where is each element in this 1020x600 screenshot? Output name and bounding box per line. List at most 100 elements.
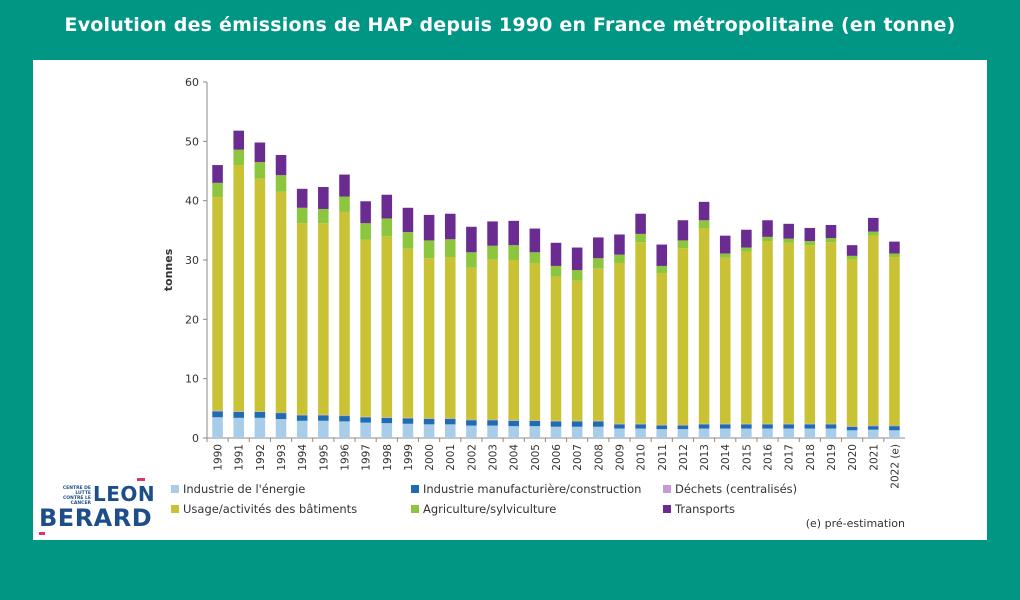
bar-segment-agriculture [741,247,752,252]
bar-segment-transports [677,220,689,241]
bar-segment-batiments [212,197,223,411]
bar-segment-energie [296,420,308,438]
bar-segment-industrie [550,421,562,427]
bar-segment-dechets [783,423,794,425]
bar-segment-dechets [656,424,668,426]
x-tick-label: 1997 [361,444,373,471]
bar-segment-batiments [593,268,604,421]
bar-segment-industrie [889,426,900,431]
bar-segment-agriculture [233,149,245,166]
legend-label-transports: Transports [674,502,735,516]
bar-segment-transports [783,223,794,239]
bar-segment-batiments [656,273,668,425]
bar-segment-agriculture [867,231,879,236]
bar-segment-dechets [381,417,393,418]
bar-segment-batiments [296,223,308,415]
x-tick-label: 1990 [213,444,225,471]
bar-segment-transports [360,201,371,224]
bar-segment-agriculture [529,252,541,263]
bar-segment-dechets [571,420,583,422]
bar-segment-industrie [719,424,731,429]
legend-swatch-agriculture [411,505,419,513]
bar-segment-energie [275,419,287,438]
y-tick-label: 40 [185,195,199,208]
bar-segment-industrie [296,415,308,421]
bar-segment-agriculture [889,253,900,258]
bar-segment-transports [402,207,414,233]
bar-segment-industrie [825,424,837,429]
bar-segment-energie [867,429,879,438]
x-tick-label: 2021 [868,444,880,471]
x-tick-label: 1993 [276,444,288,471]
bar-segment-agriculture [254,162,266,179]
bar-segment-transports [635,213,646,234]
legend-swatch-dechets [663,485,671,493]
bar-segment-dechets [444,418,456,420]
bar-segment-transports [825,224,837,239]
bar-segment-industrie [677,425,689,430]
x-tick-label: 2012 [678,444,690,471]
bar-segment-industrie [698,424,710,429]
bar-segment-energie [402,423,414,438]
bar-segment-industrie [804,424,816,429]
bar-segment-agriculture [825,238,837,243]
bar-segment-agriculture [656,265,668,274]
bar-segment-transports [275,154,287,176]
legend-swatch-energie [171,485,179,493]
bar-segment-batiments [508,260,519,421]
x-tick-label: 2019 [826,444,838,471]
bar-segment-energie [212,417,223,438]
y-tick-label: 30 [185,254,199,267]
bar-segment-dechets [508,420,519,421]
x-tick-label: 2020 [847,444,859,471]
bar-segment-agriculture [762,236,773,242]
bar-segment-industrie [529,420,541,427]
x-tick-label: 2002 [466,444,478,471]
x-tick-label: 2010 [636,444,648,471]
x-tick-label: 2016 [763,444,775,471]
bar-segment-batiments [867,235,879,426]
bar-segment-dechets [360,416,371,418]
bar-segment-industrie [487,420,498,426]
bar-segment-dechets [804,423,816,425]
bar-segment-energie [783,428,794,438]
bar-segment-energie [698,428,710,438]
bar-segment-dechets [466,419,477,421]
bar-segment-agriculture [550,265,562,277]
bar-segment-dechets [867,425,879,427]
bar-segment-dechets [212,410,223,412]
bar-segment-transports [614,234,625,255]
bar-segment-dechets [719,423,731,425]
legend-swatch-transports [663,505,671,513]
x-tick-label: 2007 [572,444,584,471]
bar-segment-industrie [741,424,752,429]
bar-segment-industrie [360,417,371,423]
bar-segment-dechets [233,411,245,412]
bar-segment-transports [593,237,604,259]
bar-segment-transports [296,188,308,208]
bar-segment-energie [550,426,562,438]
bar-segment-batiments [741,251,752,424]
logo-accent-mark-bottom [39,532,45,535]
bar-segment-energie [381,423,393,438]
bar-segment-agriculture [571,270,583,281]
legend-label-dechets: Déchets (centralisés) [675,482,797,496]
bar-segment-transports [846,245,858,256]
bar-segment-dechets [318,414,329,416]
bar-segment-industrie [867,426,879,430]
legend-label-energie: Industrie de l'énergie [183,482,305,496]
x-tick-label: 2003 [488,444,500,471]
bar-segment-batiments [762,241,773,424]
bar-segment-transports [529,228,541,253]
bar-segment-energie [487,425,498,438]
legend-swatch-industrie [411,485,419,493]
bar-segment-energie [635,428,646,438]
bar-segment-batiments [783,242,794,424]
bar-segment-energie [339,421,350,438]
bar-segment-batiments [614,262,625,424]
bar-segment-dechets [741,423,752,425]
bar-segment-agriculture [212,182,223,198]
bar-segment-batiments [889,257,900,426]
x-tick-label: 1996 [339,444,351,471]
bar-segment-batiments [825,242,837,424]
